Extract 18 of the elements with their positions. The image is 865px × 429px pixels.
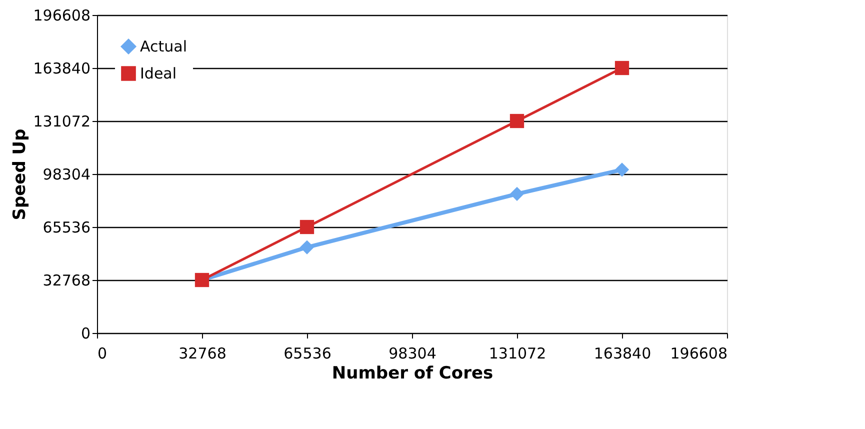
x-tick-label: 32768 bbox=[178, 344, 226, 362]
legend-label: Actual bbox=[140, 38, 187, 56]
x-tick-label: 196608 bbox=[670, 344, 728, 362]
y-tick-label: 196608 bbox=[33, 6, 90, 24]
x-tick-label: 163840 bbox=[594, 344, 652, 362]
y-axis-title: Speed Up bbox=[10, 128, 30, 220]
x-tick-label: 131072 bbox=[488, 344, 546, 362]
x-tick-label: 65536 bbox=[284, 344, 332, 362]
y-tick-label: 163840 bbox=[33, 60, 90, 78]
x-tick-label: 0 bbox=[98, 344, 108, 362]
legend-label: Ideal bbox=[140, 64, 177, 82]
x-axis-title: Number of Cores bbox=[332, 364, 494, 384]
y-tick-label: 98304 bbox=[42, 166, 90, 184]
y-tick-label: 32768 bbox=[42, 272, 90, 290]
y-tick-label: 65536 bbox=[42, 218, 90, 236]
y-tick-label: 0 bbox=[80, 324, 90, 342]
x-tick-label: 98304 bbox=[388, 344, 436, 362]
y-tick-label: 131072 bbox=[33, 112, 90, 130]
